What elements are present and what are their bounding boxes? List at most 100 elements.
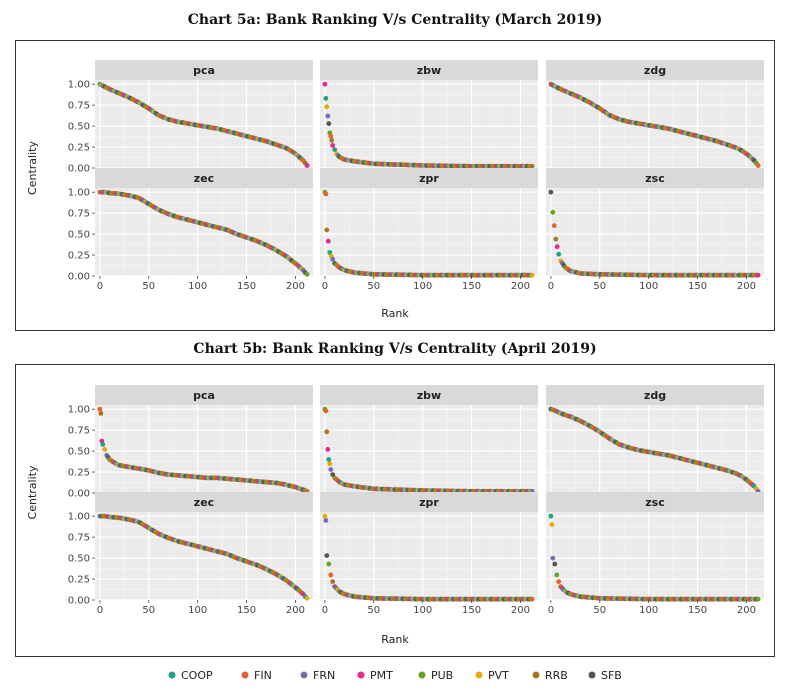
- data-point: [304, 271, 310, 277]
- data-point: [323, 408, 329, 414]
- data-point: [324, 553, 330, 558]
- chart-5b-title: Chart 5b: Bank Ranking V/s Centrality (A…: [193, 341, 597, 357]
- legend-swatch: [418, 671, 426, 679]
- data-point: [323, 191, 329, 197]
- data-point: [324, 429, 330, 435]
- facet-strip: [320, 168, 538, 188]
- data-point: [556, 251, 562, 257]
- facet-strip: [546, 168, 764, 188]
- panel-background: [95, 80, 313, 168]
- data-point: [755, 272, 761, 278]
- x-tick-label: 50: [593, 605, 606, 616]
- x-tick-label: 150: [237, 281, 256, 292]
- y-tick-label: 0.75: [68, 426, 90, 437]
- x-tick-label: 50: [367, 605, 380, 616]
- chart-5a-title: Chart 5a: Bank Ranking V/s Centrality (M…: [187, 12, 603, 28]
- legend-swatch: [588, 671, 596, 679]
- data-point: [325, 238, 331, 244]
- facet-zbw: zbw: [320, 385, 538, 494]
- y-tick-label: 0.25: [68, 143, 90, 154]
- data-point: [556, 579, 562, 584]
- facet-zec: zec 0.00 0.25 0.50 0.75 1.00 0 50 100 150 200: [68, 492, 313, 616]
- x-tick-label: 0: [322, 281, 328, 292]
- panel-background: [320, 512, 538, 600]
- facet-label: zec: [194, 496, 214, 509]
- legend-item: COOP: [168, 669, 213, 682]
- data-point: [328, 133, 334, 139]
- y-tick-label: 1.00: [68, 405, 90, 416]
- facet-strip: [320, 385, 538, 405]
- facet-strip: [95, 385, 313, 405]
- data-point: [323, 96, 329, 101]
- data-point: [322, 81, 328, 87]
- x-tick-label: 100: [413, 605, 432, 616]
- facet-pca: pca 0.00 0.25 0.50 0.75 1.00: [68, 385, 313, 500]
- x-tick-label: 50: [142, 605, 155, 616]
- legend-label: FIN: [254, 669, 272, 682]
- data-point: [529, 596, 535, 602]
- data-point: [328, 572, 334, 578]
- facet-label: zdg: [644, 64, 666, 77]
- facet-label: zsc: [645, 496, 664, 509]
- data-point: [330, 256, 336, 262]
- data-point: [328, 467, 334, 472]
- legend-swatch: [532, 671, 540, 679]
- y-tick-label: 1.00: [68, 188, 90, 199]
- facet-zpr: zpr 0 50 100 150 200: [320, 168, 538, 292]
- data-point: [553, 236, 559, 242]
- legend-label: PMT: [370, 669, 393, 682]
- facet-label: zpr: [419, 496, 439, 509]
- data-point: [550, 209, 556, 215]
- facet-strip: [546, 385, 764, 405]
- legend-label: FRN: [313, 669, 335, 682]
- data-point: [98, 411, 104, 416]
- facet-label: zbw: [417, 389, 441, 402]
- chart-5b: pca 0.00 0.25 0.50 0.75 1.00 zbw zdg zec 0.00 0.25…: [15, 364, 775, 657]
- facet-zdg: zdg: [546, 385, 764, 494]
- data-point: [332, 147, 338, 153]
- x-tick-label: 100: [639, 605, 658, 616]
- x-tick-label: 150: [462, 605, 481, 616]
- data-point: [548, 189, 554, 195]
- data-point: [551, 223, 557, 229]
- y-tick-label: 0.25: [68, 575, 90, 586]
- legend-label: PVT: [488, 669, 509, 682]
- data-point: [329, 137, 335, 143]
- data-point: [330, 579, 336, 584]
- x-axis-title: Rank: [381, 307, 409, 320]
- facet-strip: [95, 60, 313, 80]
- panel-background: [546, 188, 764, 276]
- facet-zdg: zdg: [546, 60, 764, 169]
- x-tick-label: 200: [737, 281, 756, 292]
- legend-label: SFB: [601, 669, 622, 682]
- x-tick-label: 100: [639, 281, 658, 292]
- facet-strip: [95, 492, 313, 512]
- y-tick-label: 0.50: [68, 230, 90, 241]
- x-tick-label: 50: [593, 281, 606, 292]
- data-point: [548, 513, 554, 519]
- chart-frame: [15, 40, 775, 331]
- y-tick-label: 0.50: [68, 447, 90, 458]
- data-point: [324, 104, 330, 110]
- data-point: [755, 163, 761, 168]
- facet-label: pca: [193, 389, 215, 402]
- facet-zsc: zsc 0 50 100 150 200: [546, 168, 764, 292]
- facet-label: zbw: [417, 64, 441, 77]
- legend-item: SFB: [588, 669, 622, 682]
- data-point: [554, 572, 560, 578]
- facet-strip: [546, 60, 764, 80]
- facet-label: zpr: [419, 172, 439, 185]
- y-tick-label: 0.25: [68, 251, 90, 262]
- x-axis-title: Rank: [381, 633, 409, 646]
- x-tick-label: 0: [548, 281, 554, 292]
- data-point: [327, 461, 333, 467]
- facet-strip: [95, 168, 313, 188]
- data-point: [549, 522, 555, 527]
- x-tick-label: 200: [511, 605, 530, 616]
- legend-item: FIN: [241, 669, 272, 682]
- x-tick-label: 0: [548, 605, 554, 616]
- facet-strip: [320, 492, 538, 512]
- panel-background: [95, 188, 313, 276]
